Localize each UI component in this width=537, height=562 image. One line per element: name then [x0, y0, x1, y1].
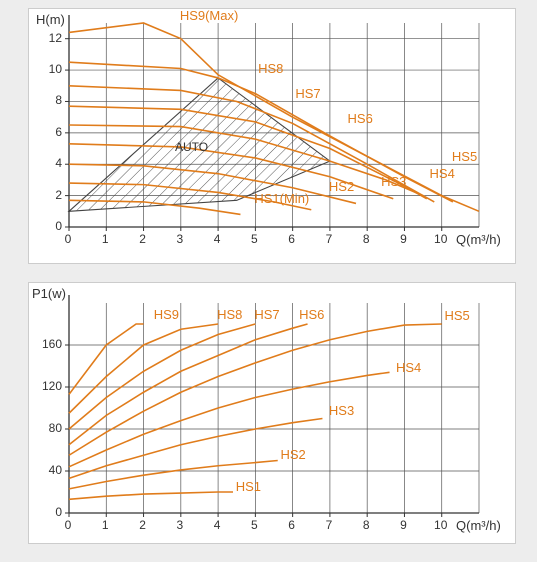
series-label: HS7 [295, 86, 320, 101]
series-label: HS9(Max) [180, 8, 239, 23]
x-tick-label: 9 [400, 232, 407, 246]
y-tick-label: 0 [40, 219, 62, 233]
series-label: HS1(Min) [254, 191, 309, 206]
y-tick-label: 6 [40, 125, 62, 139]
series-label: HS4 [396, 360, 421, 375]
top-x-axis-label: Q(m³/h) [456, 232, 501, 247]
page: { "colors": { "bg": "#ededed", "card": "… [0, 0, 537, 562]
x-tick-label: 6 [288, 232, 295, 246]
x-tick-label: 0 [65, 232, 72, 246]
x-tick-label: 8 [363, 232, 370, 246]
x-tick-label: 2 [139, 232, 146, 246]
y-tick-label: 12 [40, 31, 62, 45]
series-label: HS3 [381, 174, 406, 189]
y-tick-label: 8 [40, 93, 62, 107]
y-tick-label: 120 [40, 379, 62, 393]
top-chart-svg [29, 9, 515, 263]
x-tick-label: 7 [326, 518, 333, 532]
series-label: HS3 [329, 403, 354, 418]
series-label: HS1 [236, 479, 261, 494]
y-tick-label: 2 [40, 188, 62, 202]
x-tick-label: 4 [214, 232, 221, 246]
x-tick-label: 4 [214, 518, 221, 532]
x-tick-label: 8 [363, 518, 370, 532]
auto-region-label: AUTO [175, 140, 208, 154]
y-tick-label: 80 [40, 421, 62, 435]
top-chart-card [28, 8, 516, 264]
y-tick-label: 4 [40, 156, 62, 170]
x-tick-label: 6 [288, 518, 295, 532]
series-label: HS5 [452, 149, 477, 164]
series-label: HS9 [154, 307, 179, 322]
y-tick-label: 10 [40, 62, 62, 76]
series-label: HS8 [217, 307, 242, 322]
x-tick-label: 5 [251, 232, 258, 246]
x-tick-label: 9 [400, 518, 407, 532]
x-tick-label: 3 [176, 232, 183, 246]
bottom-y-axis-label: P1(w) [32, 286, 66, 301]
series-label: HS5 [444, 308, 469, 323]
x-tick-label: 0 [65, 518, 72, 532]
y-tick-label: 40 [40, 463, 62, 477]
x-tick-label: 1 [102, 518, 109, 532]
series-label: HS6 [348, 111, 373, 126]
series-label: HS8 [258, 61, 283, 76]
x-tick-label: 10 [434, 232, 447, 246]
series-label: HS7 [254, 307, 279, 322]
x-tick-label: 3 [176, 518, 183, 532]
x-tick-label: 10 [434, 518, 447, 532]
x-tick-label: 1 [102, 232, 109, 246]
top-y-axis-label: H(m) [36, 12, 65, 27]
bottom-x-axis-label: Q(m³/h) [456, 518, 501, 533]
x-tick-label: 7 [326, 232, 333, 246]
x-tick-label: 5 [251, 518, 258, 532]
bottom-chart-svg [29, 283, 515, 543]
x-tick-label: 2 [139, 518, 146, 532]
y-tick-label: 160 [40, 337, 62, 351]
series-label: HS2 [280, 447, 305, 462]
series-label: HS6 [299, 307, 324, 322]
series-label: HS2 [329, 179, 354, 194]
y-tick-label: 0 [40, 505, 62, 519]
series-label: HS4 [430, 166, 455, 181]
